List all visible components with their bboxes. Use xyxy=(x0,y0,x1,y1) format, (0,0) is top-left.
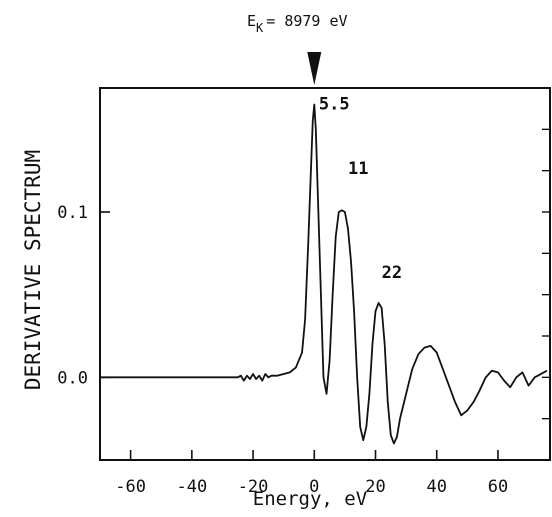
y-axis-ticks: 0.0 0.1 xyxy=(57,203,110,388)
peak-annotations: 5.5 11 22 xyxy=(319,94,402,283)
edge-label-main: E xyxy=(247,12,256,30)
y-tick-label: 0.1 xyxy=(57,203,88,223)
peak-label: 22 xyxy=(382,263,402,283)
edge-marker-arrow-icon xyxy=(307,52,322,85)
peak-label: 11 xyxy=(348,159,368,179)
x-tick-label: -20 xyxy=(238,477,269,497)
x-tick-label: -40 xyxy=(176,477,207,497)
x-tick-label: 40 xyxy=(426,477,446,497)
x-axis-label: Energy, eV xyxy=(253,488,367,510)
plot-frame xyxy=(99,87,551,461)
edge-label-rest: = 8979 eV xyxy=(266,12,347,30)
x-axis-ticks: -60 -40 -20 0 20 40 60 xyxy=(115,450,508,497)
y-tick-label: 0.0 xyxy=(57,368,88,388)
x-tick-label: 0 xyxy=(309,477,319,497)
y-axis-label: DERIVATIVE SPECTRUM xyxy=(21,150,45,390)
spectrum-series-line xyxy=(100,103,548,445)
edge-marker-label: EK = 8979 eV xyxy=(247,12,348,35)
peak-label: 5.5 xyxy=(319,94,350,114)
x-tick-label: 20 xyxy=(365,477,385,497)
x-tick-label: 60 xyxy=(488,477,508,497)
edge-label-sub: K xyxy=(256,21,264,35)
right-axis-ticks xyxy=(542,128,550,420)
x-tick-label: -60 xyxy=(115,477,146,497)
